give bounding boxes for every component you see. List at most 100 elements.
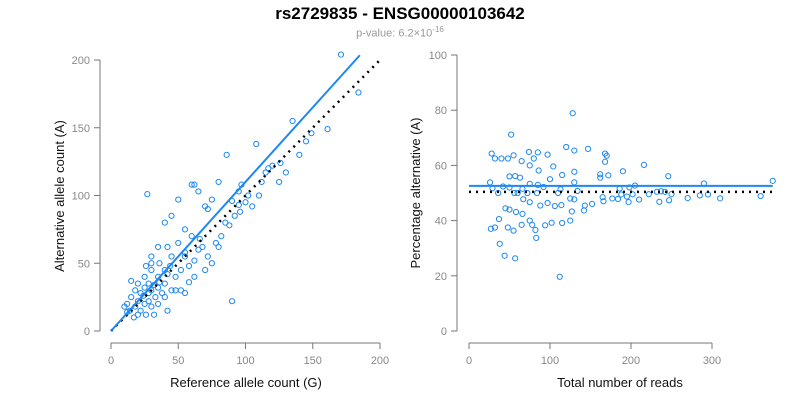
data-point [191,181,198,188]
data-point [535,167,542,174]
data-point [600,198,607,205]
data-point [501,252,508,259]
y-tick-label: 40 [435,216,447,228]
data-point [164,307,171,314]
data-point [195,188,202,195]
data-point [164,270,171,278]
data-point [168,287,175,294]
data-point [619,168,627,175]
data-point [580,207,588,214]
data-point [222,219,229,226]
data-point [208,260,215,267]
data-point [597,174,604,181]
data-point [168,253,175,260]
data-point [506,173,513,180]
data-point [640,161,648,168]
data-point [145,280,152,287]
data-point [142,311,150,318]
data-point [601,158,609,165]
data-point [529,221,536,228]
data-point [512,255,519,262]
data-point [134,298,141,305]
data-point [277,159,284,167]
data-point [132,287,139,294]
data-point [502,205,509,212]
data-point [512,172,519,180]
data-point [533,234,540,241]
data-point [559,219,566,227]
data-point [618,191,625,198]
data-point [191,257,198,264]
data-point [161,219,168,226]
data-point [156,260,163,267]
data-point [154,243,162,251]
x-tick-label: 150 [304,355,322,367]
data-point [488,150,495,157]
x-tick-label: 200 [371,355,389,367]
y-axis-title: Alternative allele count (A) [52,120,67,272]
y-tick-label: 80 [435,105,447,117]
data-point [609,195,616,202]
data-point [249,203,256,210]
data-point [223,151,230,158]
data-point [324,126,331,133]
data-point [191,273,198,280]
data-point [188,233,195,240]
data-point [599,194,606,201]
data-point [769,177,776,184]
data-point [181,289,189,297]
y-tick-label: 20 [435,271,447,283]
y-tick-label: 100 [72,191,90,203]
data-point [524,189,531,197]
data-point [526,199,533,206]
data-point [148,260,155,267]
data-point [508,131,515,138]
x-tick-label: 200 [622,355,640,367]
data-point [185,279,193,286]
data-point [130,314,137,321]
y-tick-label: 0 [84,326,90,338]
data-point [164,243,171,251]
data-point [625,199,632,206]
data-point [495,216,503,223]
data-point [551,202,558,210]
data-point [510,227,517,234]
reference-line [110,59,381,332]
y-tick-label: 200 [72,55,90,67]
data-point [559,171,566,179]
data-point [265,165,272,172]
data-point [161,280,168,287]
data-point [558,202,565,209]
y-tick-label: 0 [441,326,447,338]
x-tick-label: 0 [108,355,114,367]
data-point [571,196,578,203]
data-point [141,284,148,291]
data-point [571,147,578,154]
x-tick-label: 0 [466,355,472,367]
data-point [235,201,242,209]
data-point [533,189,541,197]
data-point [623,193,631,200]
data-point [289,117,296,125]
data-point [532,226,539,234]
data-point [161,294,168,301]
data-point [540,183,547,191]
data-point [255,192,263,199]
data-point [253,140,260,148]
x-axis-title: Reference allele count (G) [170,375,322,390]
p-value-exponent: -16 [432,25,444,34]
data-point [152,294,159,301]
data-point [487,225,494,232]
data-point [567,217,574,224]
x-tick-label: 50 [172,355,184,367]
data-point [510,152,517,159]
data-point [495,189,502,197]
data-point [231,212,238,219]
data-point [148,303,155,310]
fit-line [110,54,361,332]
data-point [684,195,691,202]
y-tick-label: 150 [72,123,90,135]
data-point [302,138,310,145]
data-point [550,163,557,170]
data-point [150,311,158,318]
